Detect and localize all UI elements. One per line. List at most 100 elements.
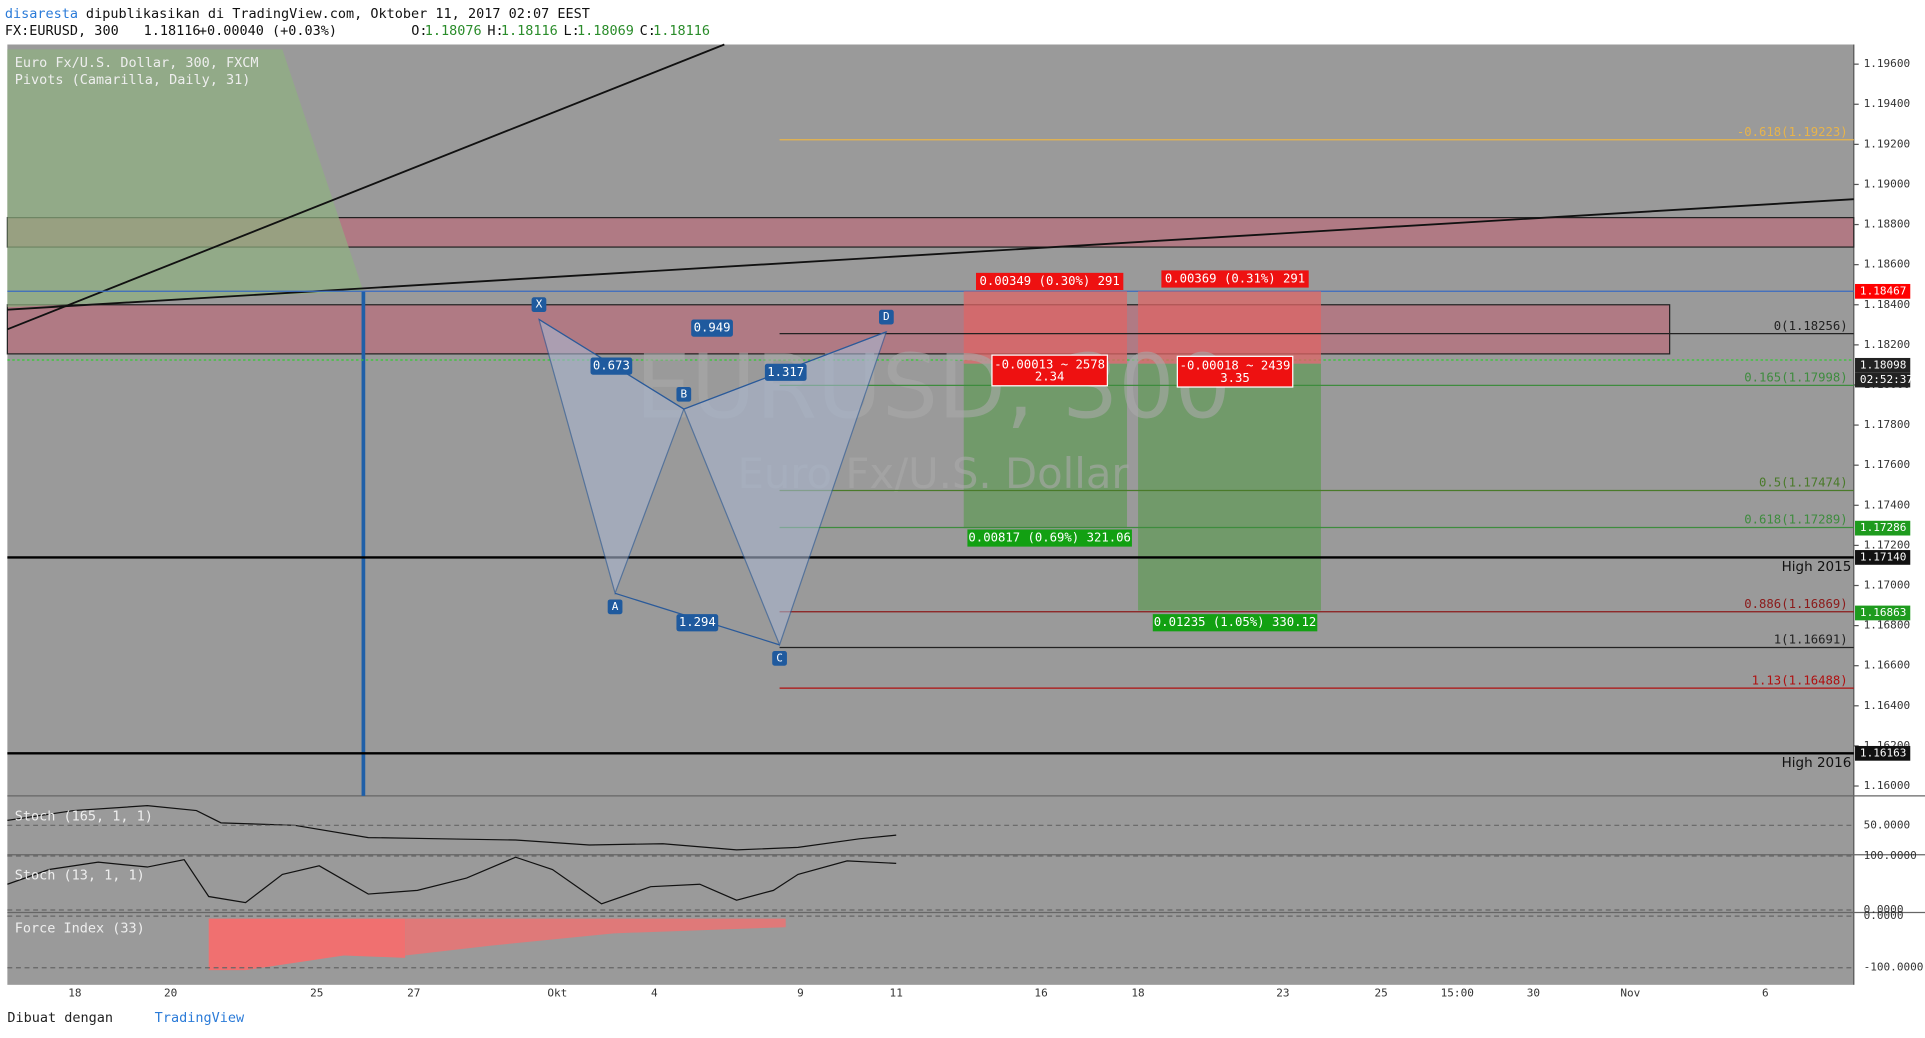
- force-histogram: [208, 918, 406, 971]
- time-label: 25: [1374, 986, 1387, 999]
- rr-label: 2.34: [1035, 370, 1065, 384]
- level-label: High 2015: [1782, 559, 1852, 575]
- pattern-point-label: A: [612, 600, 619, 613]
- ratio-box: [764, 363, 807, 381]
- fib-label: 0.886(1.16869): [1744, 597, 1847, 611]
- ohlc-item: 1.18116: [653, 23, 710, 39]
- price-badge-label: 1.16863: [1860, 606, 1907, 619]
- ohlc-item: O:: [411, 23, 427, 39]
- price-label: 1.17000: [1864, 578, 1910, 591]
- stop-box: [1152, 614, 1318, 632]
- trend-line: [7, 43, 725, 331]
- price-label: 1.19200: [1864, 137, 1910, 150]
- price-label: 1.16400: [1864, 699, 1910, 712]
- time-label: 6: [1762, 986, 1769, 999]
- ohlc-item: 1.18076: [425, 23, 482, 39]
- author[interactable]: disaresta: [5, 6, 78, 22]
- ratio-label: 0.673: [593, 359, 630, 373]
- ohlc-item: C:: [640, 23, 656, 39]
- time-label: Nov: [1620, 986, 1640, 999]
- position-target: [1138, 291, 1321, 364]
- target-label: 0.00369 (0.31%) 291: [1165, 271, 1305, 285]
- target-box: [1161, 270, 1309, 288]
- level-label: High 2016: [1782, 755, 1852, 771]
- price-label: 1.16000: [1864, 779, 1910, 792]
- indicator-tick: 50.0000: [1864, 818, 1910, 831]
- time-label: 18: [68, 986, 81, 999]
- entry-label: -0.00018 ~ 2439: [1180, 359, 1291, 373]
- fib-label: -0.618(1.19223): [1737, 125, 1848, 139]
- stop-label: 0.01235 (1.05%) 330.12: [1154, 615, 1316, 629]
- price-label: 1.18400: [1864, 298, 1910, 311]
- time-label: 16: [1034, 986, 1047, 999]
- target-label: 0.00349 (0.30%) 291: [980, 274, 1120, 288]
- fib-label: 0.618(1.17289): [1744, 513, 1847, 527]
- fib-label: 0.165(1.17998): [1744, 371, 1847, 385]
- entry-box: [1176, 355, 1294, 388]
- time-label: 25: [310, 986, 323, 999]
- price-label: 1.19600: [1864, 57, 1910, 70]
- price-label: 1.17200: [1864, 538, 1910, 551]
- price-badge-label: 1.17140: [1860, 550, 1907, 563]
- shaded-area: [7, 49, 364, 308]
- time-label: 11: [890, 986, 903, 999]
- time-label: 9: [797, 986, 804, 999]
- resistance-zone: [6, 304, 1671, 355]
- price-label: 1.19400: [1864, 97, 1910, 110]
- price-axis: [1853, 44, 1925, 985]
- stop-box: [967, 529, 1132, 547]
- rr-label: 3.35: [1220, 371, 1250, 385]
- legend-pivots: Pivots (Camarilla, Daily, 31): [15, 72, 251, 88]
- ohlc-item: 1.18116: [501, 23, 558, 39]
- price-label: 1.17400: [1864, 498, 1910, 511]
- price-label: 1.18800: [1864, 218, 1910, 231]
- time-label: 27: [407, 986, 420, 999]
- indicator-label: Force Index (33): [15, 920, 145, 936]
- price-badge: [1855, 550, 1911, 565]
- change: +0.00040 (+0.03%): [199, 23, 337, 39]
- price-badge: [1855, 283, 1911, 299]
- entry-box: [991, 354, 1108, 387]
- indicator-label: Stoch (13, 1, 1): [15, 868, 145, 884]
- indicator-tick: 0.0000: [1864, 903, 1904, 916]
- pattern-point: [772, 650, 787, 666]
- price-label: 1.17600: [1864, 458, 1910, 471]
- ratio-box: [676, 614, 719, 632]
- position-target: [963, 291, 1128, 364]
- price-label: 1.16600: [1864, 659, 1910, 672]
- entry-label: -0.00013 ~ 2578: [994, 357, 1105, 371]
- price-label: 1.18200: [1864, 338, 1910, 351]
- fib-label: 1.13(1.16488): [1752, 673, 1848, 687]
- pattern-point: [676, 386, 692, 402]
- indicator-tick: 100.0000: [1864, 849, 1917, 862]
- footer-brand[interactable]: TradingView: [155, 1010, 245, 1026]
- pattern-point: [607, 599, 623, 615]
- time-label: 20: [164, 986, 177, 999]
- price-badge-label: 1.17286: [1860, 521, 1907, 534]
- time-label: 4: [651, 986, 658, 999]
- position-stop: [963, 363, 1128, 529]
- price-badge-label: 1.16163: [1860, 746, 1907, 759]
- ratio-label: 1.317: [767, 365, 804, 379]
- price-badge: [1855, 357, 1911, 373]
- price-badge-label: 1.18098: [1860, 358, 1907, 371]
- fib-label: 1(1.16691): [1774, 633, 1848, 647]
- legend-title: Euro Fx/U.S. Dollar, 300, FXCM: [15, 55, 259, 71]
- stop-label: 0.00817 (0.69%) 321.06: [968, 531, 1130, 545]
- stoch-line: [7, 805, 897, 851]
- price-badge-label: 1.18467: [1860, 284, 1907, 297]
- pattern-point: [879, 309, 894, 325]
- time-label: 15:00: [1441, 986, 1474, 999]
- price-badge: [1855, 520, 1911, 536]
- time-label: 18: [1131, 986, 1144, 999]
- symbol: FX:EURUSD, 300: [5, 23, 119, 39]
- countdown: 02:52:37: [1860, 373, 1913, 386]
- ratio-box: [691, 319, 733, 337]
- pattern-point-label: X: [536, 298, 543, 311]
- countdown-badge: [1855, 372, 1911, 388]
- time-label: 23: [1276, 986, 1289, 999]
- ratio-box: [590, 357, 633, 375]
- time-label: 30: [1527, 986, 1540, 999]
